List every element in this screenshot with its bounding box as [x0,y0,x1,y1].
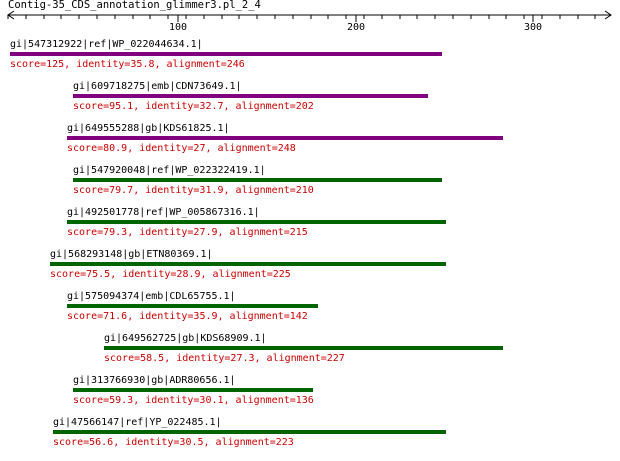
hit-accession-label: gi|575094374|emb|CDL65755.1| [67,291,236,302]
ruler-ticks: 100 200 300 [7,15,596,33]
hit-alignment-bar [73,388,313,392]
hit-score-text: score=56.6, identity=30.5, alignment=223 [53,437,294,448]
hit-score-text: score=95.1, identity=32.7, alignment=202 [73,101,314,112]
hit-alignment-bar [50,262,446,266]
hit-accession-label: gi|313766930|gb|ADR80656.1| [73,375,236,386]
hit-accession-label: gi|547920048|ref|WP_022322419.1| [73,165,266,176]
hit-accession-label: gi|47566147|ref|YP_022485.1| [53,417,222,428]
hit-accession-label: gi|649562725|gb|KDS68909.1| [104,333,267,344]
hit-score-text: score=59.3, identity=30.1, alignment=136 [73,395,314,406]
hit-alignment-bar [67,304,318,308]
hit-accession-label: gi|568293148|gb|ETN80369.1| [50,249,213,260]
hit-accession-label: gi|547312922|ref|WP_022044634.1| [10,39,203,50]
hit-alignment-bar [67,136,503,140]
hit-alignment-bar [53,430,446,434]
hit-alignment-bar [104,346,503,350]
hit-score-text: score=79.7, identity=31.9, alignment=210 [73,185,314,196]
hit-score-text: score=80.9, identity=27, alignment=248 [67,143,296,154]
hit-score-text: score=58.5, identity=27.3, alignment=227 [104,353,345,364]
hit-alignment-bar [67,220,446,224]
hit-score-text: score=125, identity=35.8, alignment=246 [10,59,245,70]
position-ruler: 100 200 300 [7,10,612,33]
hit-alignment-bar [10,52,442,56]
hit-accession-label: gi|649555288|gb|KDS61825.1| [67,123,230,134]
hit-score-text: score=75.5, identity=28.9, alignment=225 [50,269,291,280]
ruler-tick-label: 200 [347,22,365,33]
hit-accession-label: gi|609718275|emb|CDN73649.1| [73,81,242,92]
ruler-tick-label: 100 [169,22,187,33]
hit-score-text: score=71.6, identity=35.9, alignment=142 [67,311,308,322]
hit-alignment-bar [73,178,442,182]
ruler-right-arrow [604,10,612,20]
hit-accession-label: gi|492501778|ref|WP_005867316.1| [67,207,260,218]
hit-alignment-bar [73,94,428,98]
figure-title: Contig-35_CDS_annotation_glimmer3.pl_2_4 [8,0,261,11]
hit-score-text: score=79.3, identity=27.9, alignment=215 [67,227,308,238]
ruler-tick-label: 300 [524,22,542,33]
